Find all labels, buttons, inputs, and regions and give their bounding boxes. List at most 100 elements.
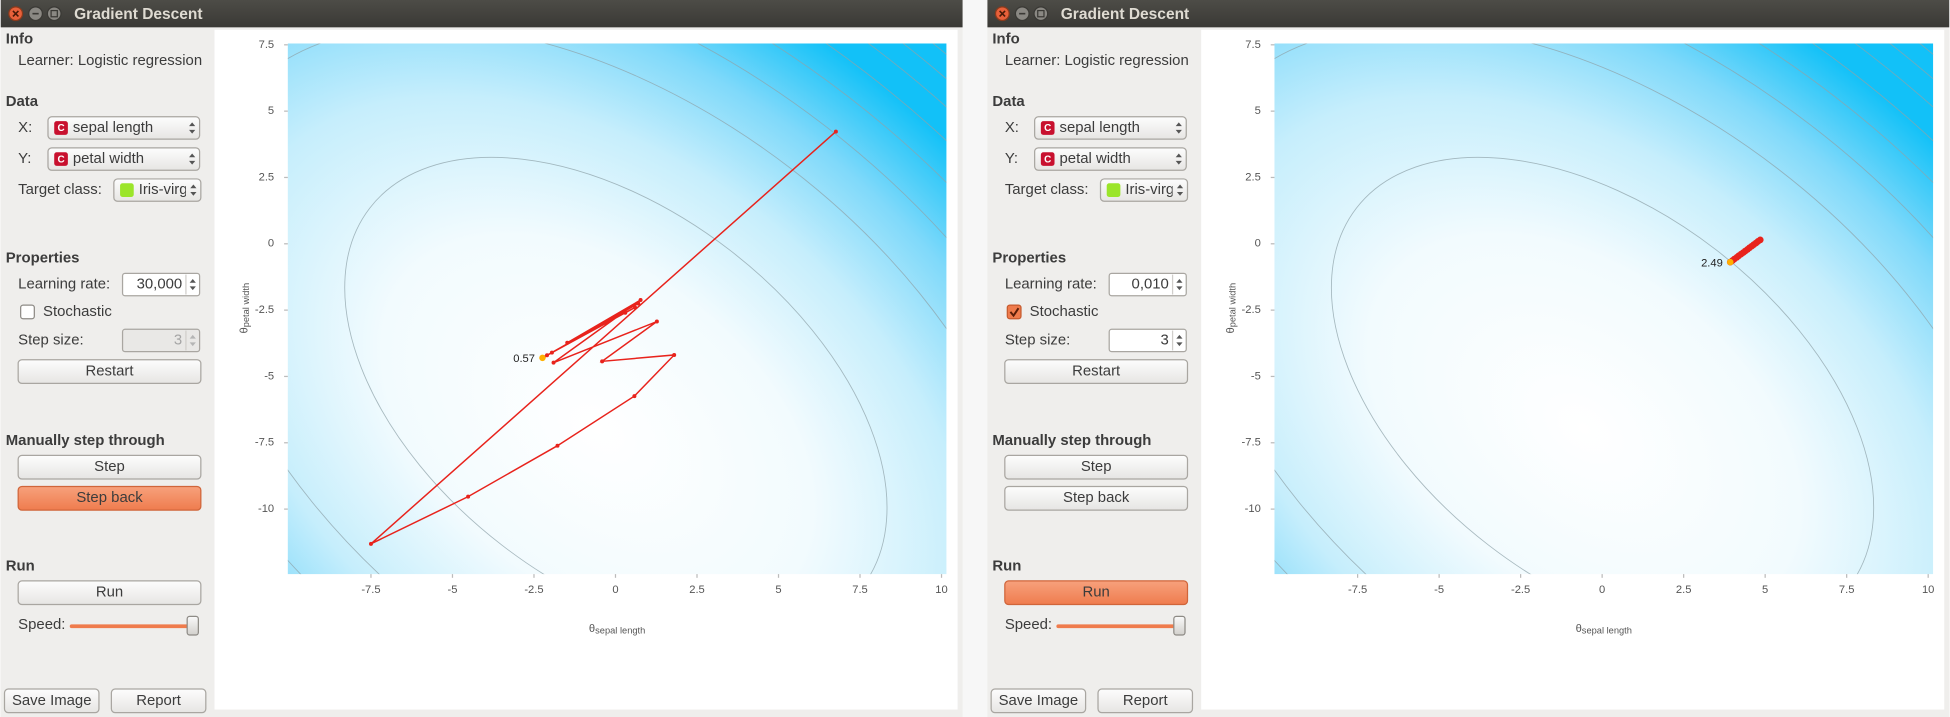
y-tick-label: 2.5 — [259, 171, 275, 183]
label: Target class: — [1005, 182, 1089, 198]
button-face — [1004, 485, 1189, 511]
y-tick-label: -2.5 — [1242, 304, 1261, 316]
button[interactable]: Save Image — [3, 688, 100, 714]
step-point — [623, 310, 628, 315]
step-point — [632, 394, 637, 399]
spin-arrows — [189, 153, 196, 165]
button-face — [110, 688, 207, 714]
button[interactable]: Step back — [1004, 485, 1189, 511]
spin-arrows — [1175, 122, 1182, 134]
x-tick-label: 5 — [1762, 584, 1768, 596]
maximize-button[interactable] — [46, 6, 62, 22]
checkbox-label: Stochastic — [43, 304, 112, 320]
y-tick-label: -10 — [258, 503, 274, 515]
axis-symbol: θ — [1225, 327, 1237, 333]
step-point — [672, 352, 677, 357]
combo-value: petal width — [1059, 151, 1130, 167]
button[interactable]: Restart — [1004, 359, 1189, 384]
checkbox[interactable]: Stochastic — [1006, 304, 1099, 320]
section-header: Manually step through — [6, 433, 165, 449]
button[interactable]: Step — [1004, 454, 1189, 480]
button-face — [17, 454, 202, 480]
y-tick-label: 5 — [268, 105, 274, 117]
axis-subscript: sepal length — [1582, 626, 1632, 636]
window: Gradient Descent Info Learner: Logistic re… — [987, 0, 1950, 717]
button-face — [3, 688, 100, 714]
y-tick-label: -7.5 — [255, 437, 274, 449]
x-tick-label: 10 — [935, 584, 947, 596]
y-tick-label: 2.5 — [1245, 171, 1261, 183]
slider-handle — [1173, 615, 1186, 636]
maximize-glyph — [50, 9, 58, 18]
combo-face — [1034, 116, 1187, 140]
axis-symbol: θ — [238, 327, 250, 333]
button[interactable]: Step back — [17, 485, 202, 511]
plot-background — [287, 43, 947, 575]
step-point — [545, 353, 550, 358]
slider[interactable] — [69, 615, 199, 636]
contour — [1274, 43, 1934, 575]
label: Learner: Logistic regression — [18, 53, 202, 69]
spin-value: 3 — [1161, 332, 1169, 348]
current-point — [539, 354, 546, 362]
button[interactable]: Report — [110, 688, 207, 714]
window-title: Gradient Descent — [74, 6, 202, 23]
button-face — [1097, 688, 1194, 714]
spin-face — [1108, 328, 1187, 353]
combo-icon — [54, 121, 68, 135]
spin-value: 0,010 — [1132, 277, 1169, 293]
spin-arrows — [1175, 153, 1182, 165]
spin-box[interactable]: 0,010 — [1108, 272, 1187, 297]
axis-symbol: θ — [589, 623, 595, 635]
button[interactable]: Save Image — [990, 688, 1087, 714]
button-face — [17, 485, 202, 511]
contour — [1274, 43, 1934, 575]
title-bar — [0, 0, 963, 28]
label: Learner: Logistic regression — [1005, 53, 1189, 69]
maximize-button[interactable] — [1033, 6, 1049, 22]
contour — [1330, 156, 1875, 575]
contour — [287, 43, 947, 575]
button-label: Restart — [1072, 363, 1121, 379]
label: X: — [18, 120, 32, 136]
descent-path — [370, 131, 837, 545]
checkbox[interactable]: Stochastic — [20, 304, 113, 320]
x-tick-label: -7.5 — [361, 584, 380, 596]
spin-arrows — [1176, 334, 1183, 347]
x-tick-label: 5 — [775, 584, 781, 596]
spin-box[interactable]: 3 — [1108, 328, 1187, 353]
combo-value: sepal length — [73, 120, 153, 136]
x-tick-label: -2.5 — [524, 584, 543, 596]
contour — [1274, 43, 1934, 575]
x-axis-label: θsepal length — [1576, 623, 1632, 636]
slider[interactable] — [1056, 615, 1186, 636]
spin-box[interactable]: 30,000 — [121, 272, 201, 297]
button-label: Step — [1081, 459, 1112, 475]
combo-box[interactable]: Iris-virg — [1099, 178, 1189, 202]
x-tick-label: 2.5 — [1676, 584, 1692, 596]
label: X: — [1005, 120, 1019, 136]
spin-arrows — [190, 184, 197, 196]
step-point — [833, 129, 838, 134]
button[interactable]: Restart — [17, 359, 202, 384]
button[interactable]: Run — [1004, 580, 1189, 606]
spin-value: 3 — [174, 332, 182, 348]
button-face — [17, 359, 202, 384]
spin-arrows — [189, 334, 196, 347]
spin-arrows — [1176, 278, 1183, 291]
button-face — [990, 688, 1087, 714]
loss-label: 0.57 — [513, 353, 535, 365]
step-point — [654, 319, 659, 324]
button[interactable]: Step — [17, 454, 202, 480]
y-tick-label: -2.5 — [255, 304, 274, 316]
x-tick-label: -7.5 — [1348, 584, 1367, 596]
y-tick-label: 0 — [268, 238, 274, 250]
button[interactable]: Report — [1097, 688, 1194, 714]
button[interactable]: Run — [17, 580, 202, 606]
combo-box[interactable]: Iris-virg — [113, 178, 202, 202]
